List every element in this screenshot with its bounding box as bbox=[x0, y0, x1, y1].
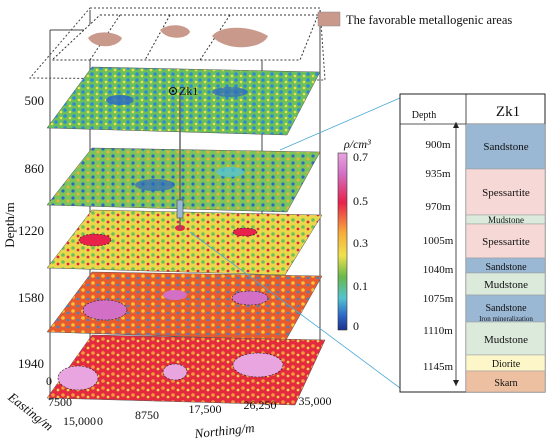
layer-sandstone-3 bbox=[465, 294, 546, 323]
top-plane bbox=[50, 14, 319, 61]
easting-tick-0: 0 bbox=[46, 374, 52, 388]
slice-1220 bbox=[46, 209, 323, 276]
layer-label-sandstone-1: Sandstone bbox=[483, 141, 528, 153]
layer-spessartite-1 bbox=[465, 168, 546, 216]
column-layers: Sandstone Spessartite Mudstone Spessarti… bbox=[465, 123, 546, 393]
column-title: Zk1 bbox=[496, 104, 520, 120]
layer-skarn bbox=[465, 370, 546, 393]
layer-label-spessartite-1: Spessartite bbox=[482, 187, 530, 199]
layer-label-mudstone-1: Mudstone bbox=[488, 215, 524, 225]
column-depth-1145: 1145m bbox=[423, 361, 454, 373]
column-depth-header: Depth bbox=[412, 110, 436, 121]
column-panel: Zk1 Depth Sandstone Spessartite Mudstone… bbox=[399, 93, 546, 393]
drillhole-zk1: Zk1 bbox=[169, 84, 198, 230]
layer-mudstone-3 bbox=[465, 321, 546, 356]
layer-label-mudstone-2: Mudstone bbox=[484, 279, 528, 291]
legend: The favorable metallogenic areas bbox=[317, 11, 512, 27]
colorbar-tick-0-7: 0.7 bbox=[353, 150, 368, 164]
column-depth-1110: 1110m bbox=[423, 325, 453, 337]
northing-tick-26250: 26,250 bbox=[244, 398, 277, 412]
easting-tick-7500: 7500 bbox=[48, 395, 72, 409]
drillhole-label: Zk1 bbox=[179, 84, 198, 98]
northing-axis: 0 8750 17,500 26,250 35,000 Northing/m bbox=[97, 394, 332, 441]
colorbar-gradient bbox=[337, 152, 348, 331]
connector-lines bbox=[189, 97, 401, 389]
layer-label-spessartite-2: Spessartite bbox=[482, 236, 530, 248]
northing-tick-0: 0 bbox=[97, 414, 103, 428]
layer-spessartite-2 bbox=[465, 223, 546, 259]
slice-500 bbox=[46, 66, 321, 136]
column-depth-970: 970m bbox=[425, 201, 451, 213]
colorbar-tick-0-3: 0.3 bbox=[353, 236, 368, 250]
depth-axis-title: Depth/m bbox=[2, 202, 17, 248]
legend-label: The favorable metallogenic areas bbox=[346, 13, 512, 27]
column-depth-900: 900m bbox=[425, 139, 451, 151]
column-depth-935: 935m bbox=[425, 168, 451, 180]
depth-tick-1940: 1940 bbox=[18, 356, 44, 371]
northing-tick-8750: 8750 bbox=[135, 408, 159, 422]
colorbar-tick-0: 0 bbox=[353, 319, 359, 333]
northing-tick-17500: 17,500 bbox=[189, 402, 222, 416]
layer-label-mudstone-3: Mudstone bbox=[484, 334, 528, 346]
layer-label-sandstone-3: Sandstone bbox=[485, 303, 527, 314]
layer-label-sandstone-2: Sandstone bbox=[485, 262, 527, 273]
colorbar-tick-0-5: 0.5 bbox=[353, 194, 368, 208]
layer-sandstone-1 bbox=[465, 123, 546, 170]
easting-tick-15000: 15,000 bbox=[63, 414, 96, 428]
layer-label-diorite: Diorite bbox=[492, 359, 521, 370]
column-depth-1040: 1040m bbox=[423, 264, 454, 276]
depth-tick-1580: 1580 bbox=[18, 290, 44, 305]
slice-1580 bbox=[46, 271, 323, 341]
depth-tick-860: 860 bbox=[25, 161, 45, 176]
legend-swatch bbox=[317, 11, 341, 27]
northing-tick-35000: 35,000 bbox=[299, 394, 332, 408]
northing-axis-title: Northing/m bbox=[193, 420, 255, 441]
colorbar-title: ρ/cm³ bbox=[343, 137, 371, 151]
depth-tick-1220: 1220 bbox=[18, 223, 44, 238]
column-depth-1075: 1075m bbox=[423, 293, 454, 305]
colorbar: ρ/cm³ 0.7 0.5 0.3 0.1 0 bbox=[337, 137, 371, 333]
column-depth-labels: 900m 935m 970m 1005m 1040m 1075m 1110m 1… bbox=[423, 139, 454, 373]
depth-axis: Depth/m 500 860 1220 1580 1940 bbox=[2, 93, 44, 371]
layer-label-skarn: Skarn bbox=[494, 378, 517, 389]
slice-860 bbox=[46, 147, 321, 213]
column-depth-1005: 1005m bbox=[423, 235, 454, 247]
slice-1940 bbox=[46, 334, 326, 406]
layer-note-iron: Iron mineralization bbox=[479, 315, 533, 323]
depth-tick-500: 500 bbox=[25, 93, 45, 108]
colorbar-tick-0-1: 0.1 bbox=[353, 279, 368, 293]
